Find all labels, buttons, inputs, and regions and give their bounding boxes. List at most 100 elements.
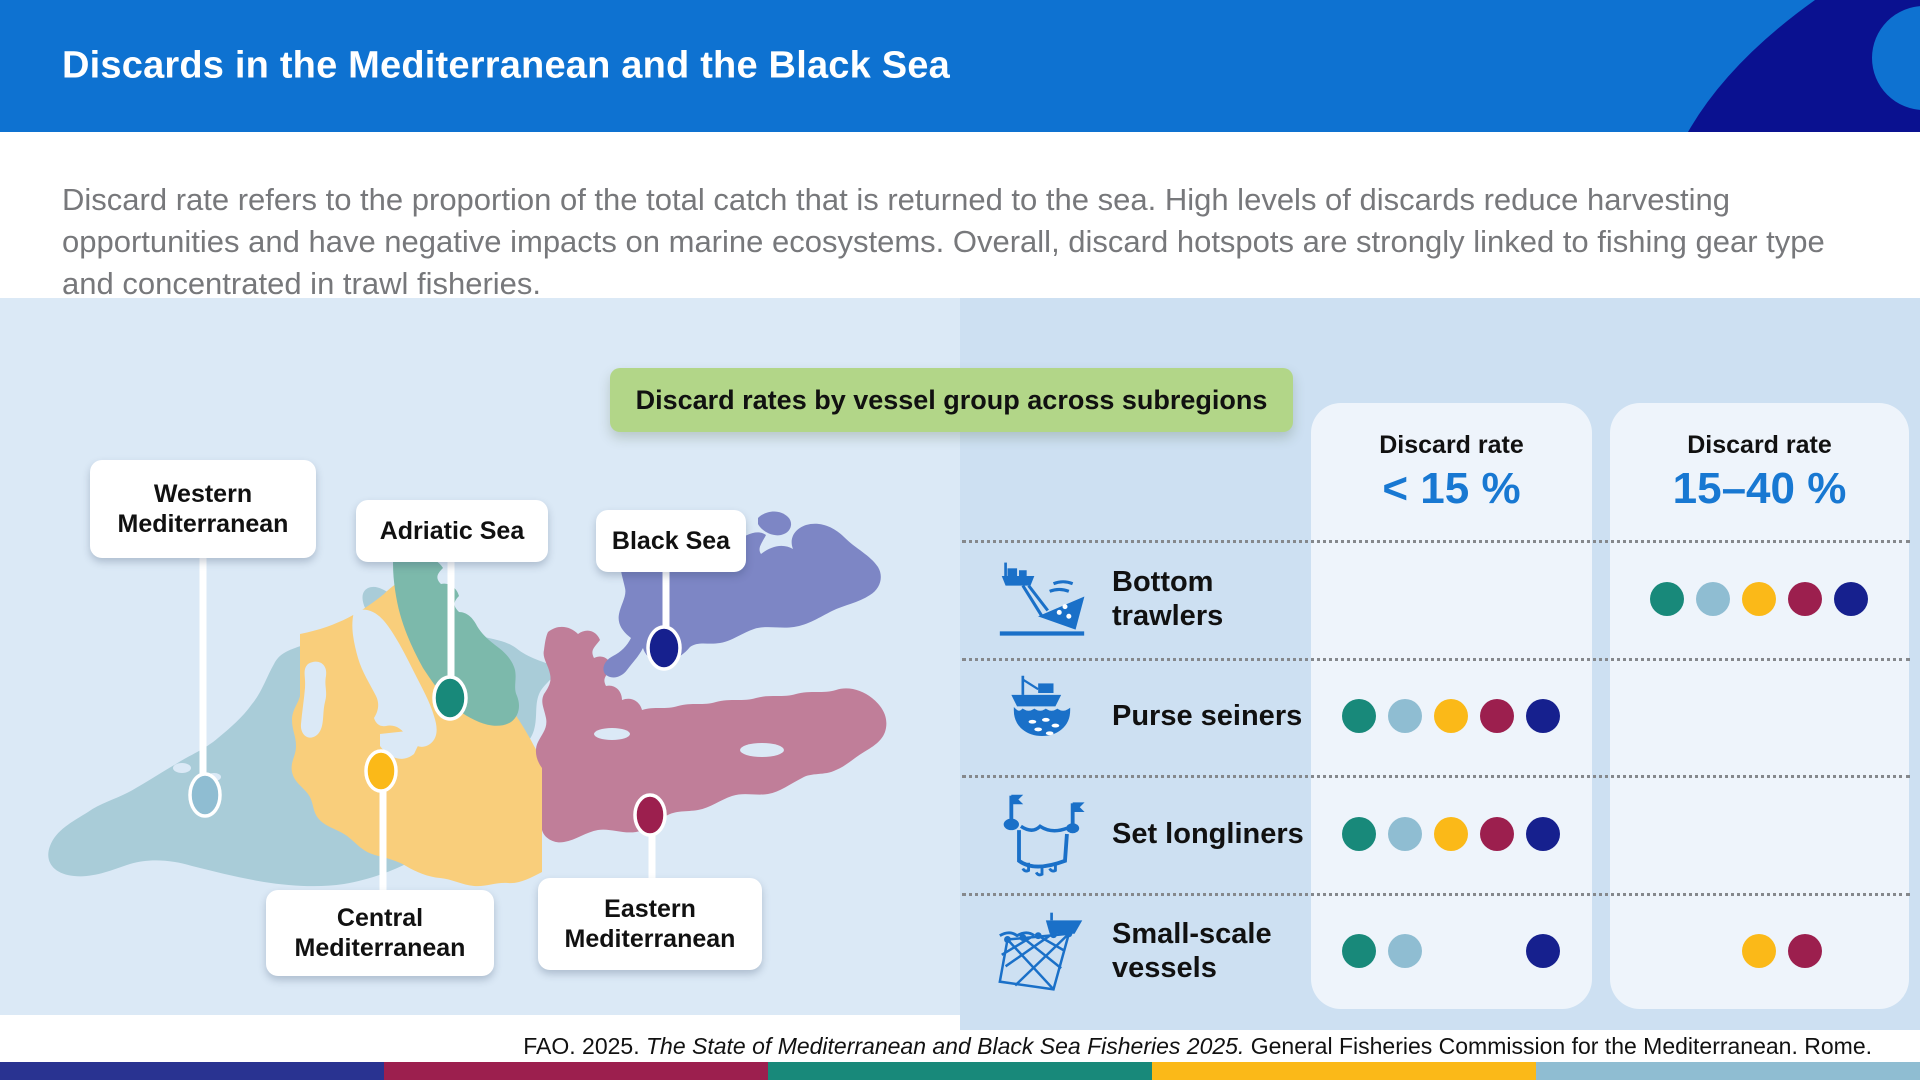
subregion-dot-eastern [1480, 582, 1514, 616]
label-black-sea: Black Sea [596, 510, 746, 572]
subregion-dot-western [1388, 817, 1422, 851]
citation-suffix: General Fisheries Commission for the Med… [1244, 1032, 1872, 1059]
row-label-bottom-trawlers: Bottom trawlers [1112, 566, 1224, 632]
subregion-dot-black_sea [1526, 934, 1560, 968]
crete-island [594, 728, 630, 740]
eastern-mediterranean-dot [633, 793, 667, 837]
wave-decoration [1688, 0, 1920, 132]
subregion-dot-black_sea [1834, 934, 1868, 968]
balearic-island [173, 763, 191, 773]
row-separator [962, 658, 1910, 661]
subregion-dot-black_sea [1526, 582, 1560, 616]
label-central-mediterranean: Central Mediterranean [266, 890, 494, 976]
subregion-dot-eastern [1788, 582, 1822, 616]
intro-paragraph: Discard rate refers to the proportion of… [62, 182, 1825, 301]
dots-set-longliners-low [1342, 817, 1560, 851]
row-separator [962, 540, 1910, 543]
color-bar-segment [768, 1062, 1152, 1080]
purse-seiner-icon [1011, 675, 1071, 736]
column-title: Discard rate [1687, 431, 1832, 459]
sicily-island [380, 729, 426, 759]
section-badge: Discard rates by vessel group across sub… [610, 368, 1293, 432]
label-western-mediterranean: Western Mediterranean [90, 460, 316, 558]
column-range-value: < 15 % [1382, 464, 1521, 513]
bottom-trawler-icon [999, 562, 1085, 636]
subregion-dot-adriatic [1650, 699, 1684, 733]
subregion-dot-adriatic [1342, 934, 1376, 968]
subregion-dot-black_sea [1526, 817, 1560, 851]
row-label-set-longliners: Set longliners [1112, 818, 1304, 850]
subregion-dot-adriatic [1650, 934, 1684, 968]
subregion-dot-western [1388, 582, 1422, 616]
subregion-dot-central [1742, 934, 1776, 968]
column-range-value: 15–40 % [1672, 464, 1847, 513]
content-band: Western Mediterranean Adriatic Sea Black… [0, 298, 1920, 1030]
subregion-dot-adriatic [1342, 582, 1376, 616]
dots-bottom-trawlers-high [1650, 582, 1868, 616]
subregion-dot-black_sea [1834, 699, 1868, 733]
italy-land [352, 609, 437, 747]
page-title: Discards in the Mediterranean and the Bl… [62, 44, 950, 87]
row-separator [962, 775, 1910, 778]
dots-small-scale-high [1650, 934, 1868, 968]
small-scale-vessel-icon [998, 912, 1083, 991]
column-title: Discard rate [1379, 431, 1524, 459]
subregion-dot-eastern [1788, 934, 1822, 968]
black-sea-dot [646, 625, 682, 671]
row-label-small-scale-vessels: Small-scale vessels [1112, 918, 1272, 984]
citation-prefix: FAO. 2025. [523, 1032, 646, 1059]
color-bar-segment [1152, 1062, 1536, 1080]
citation-title: The State of Mediterranean and Black Sea… [646, 1032, 1245, 1059]
bottom-color-bar [0, 1062, 1920, 1080]
label-eastern-mediterranean: Eastern Mediterranean [538, 878, 762, 970]
subregion-dot-black_sea [1834, 817, 1868, 851]
map-dots [188, 625, 682, 837]
subregion-dot-adriatic [1650, 817, 1684, 851]
subregion-dot-central [1742, 817, 1776, 851]
subregion-dot-western [1696, 699, 1730, 733]
discard-rate-high-column: Discard rate 15–40 % [1610, 403, 1909, 1009]
dots-bottom-trawlers-low [1342, 582, 1560, 616]
header-banner: Discards in the Mediterranean and the Bl… [0, 0, 1920, 132]
subregion-dot-western [1388, 934, 1422, 968]
dots-small-scale-low [1342, 934, 1560, 968]
subregion-dot-western [1696, 934, 1730, 968]
color-bar-segment [1536, 1062, 1920, 1080]
subregion-dot-western [1696, 817, 1730, 851]
row-label-purse-seiners: Purse seiners [1112, 700, 1303, 732]
row-separator [962, 893, 1910, 896]
subregion-dot-western [1388, 699, 1422, 733]
subregion-dot-central [1434, 699, 1468, 733]
subregion-dot-central [1434, 582, 1468, 616]
callout-lines [199, 552, 670, 896]
dots-set-longliners-high [1650, 817, 1868, 851]
column-header: Discard rate 15–40 % [1610, 403, 1909, 514]
color-bar-segment [384, 1062, 768, 1080]
central-mediterranean-dot [364, 749, 398, 793]
label-adriatic-sea: Adriatic Sea [356, 500, 548, 562]
subregion-dot-central [1742, 699, 1776, 733]
color-bar-segment [0, 1062, 384, 1080]
subregion-dot-adriatic [1650, 582, 1684, 616]
subregions-map [48, 511, 887, 896]
dots-purse-seiners-high [1650, 699, 1868, 733]
column-header: Discard rate < 15 % [1311, 403, 1592, 514]
map-area: Western Mediterranean Adriatic Sea Black… [0, 298, 960, 1015]
subregion-dot-eastern [1480, 817, 1514, 851]
subregion-dot-adriatic [1342, 817, 1376, 851]
region-adriatic-sea [393, 537, 519, 726]
subregion-dot-eastern [1788, 817, 1822, 851]
set-longliner-icon [1003, 794, 1085, 877]
western-mediterranean-dot [188, 772, 222, 818]
citation-bar: FAO. 2025. The State of Mediterranean an… [0, 1030, 1920, 1062]
sea-of-azov [758, 511, 792, 536]
citation-text: FAO. 2025. The State of Mediterranean an… [523, 1033, 1872, 1060]
dots-purse-seiners-low [1342, 699, 1560, 733]
subregion-dot-black_sea [1834, 582, 1868, 616]
subregion-dot-central [1742, 582, 1776, 616]
subregion-dot-eastern [1788, 699, 1822, 733]
region-eastern-mediterranean [535, 626, 887, 843]
subregion-dot-adriatic [1342, 699, 1376, 733]
subregion-dot-eastern [1480, 699, 1514, 733]
